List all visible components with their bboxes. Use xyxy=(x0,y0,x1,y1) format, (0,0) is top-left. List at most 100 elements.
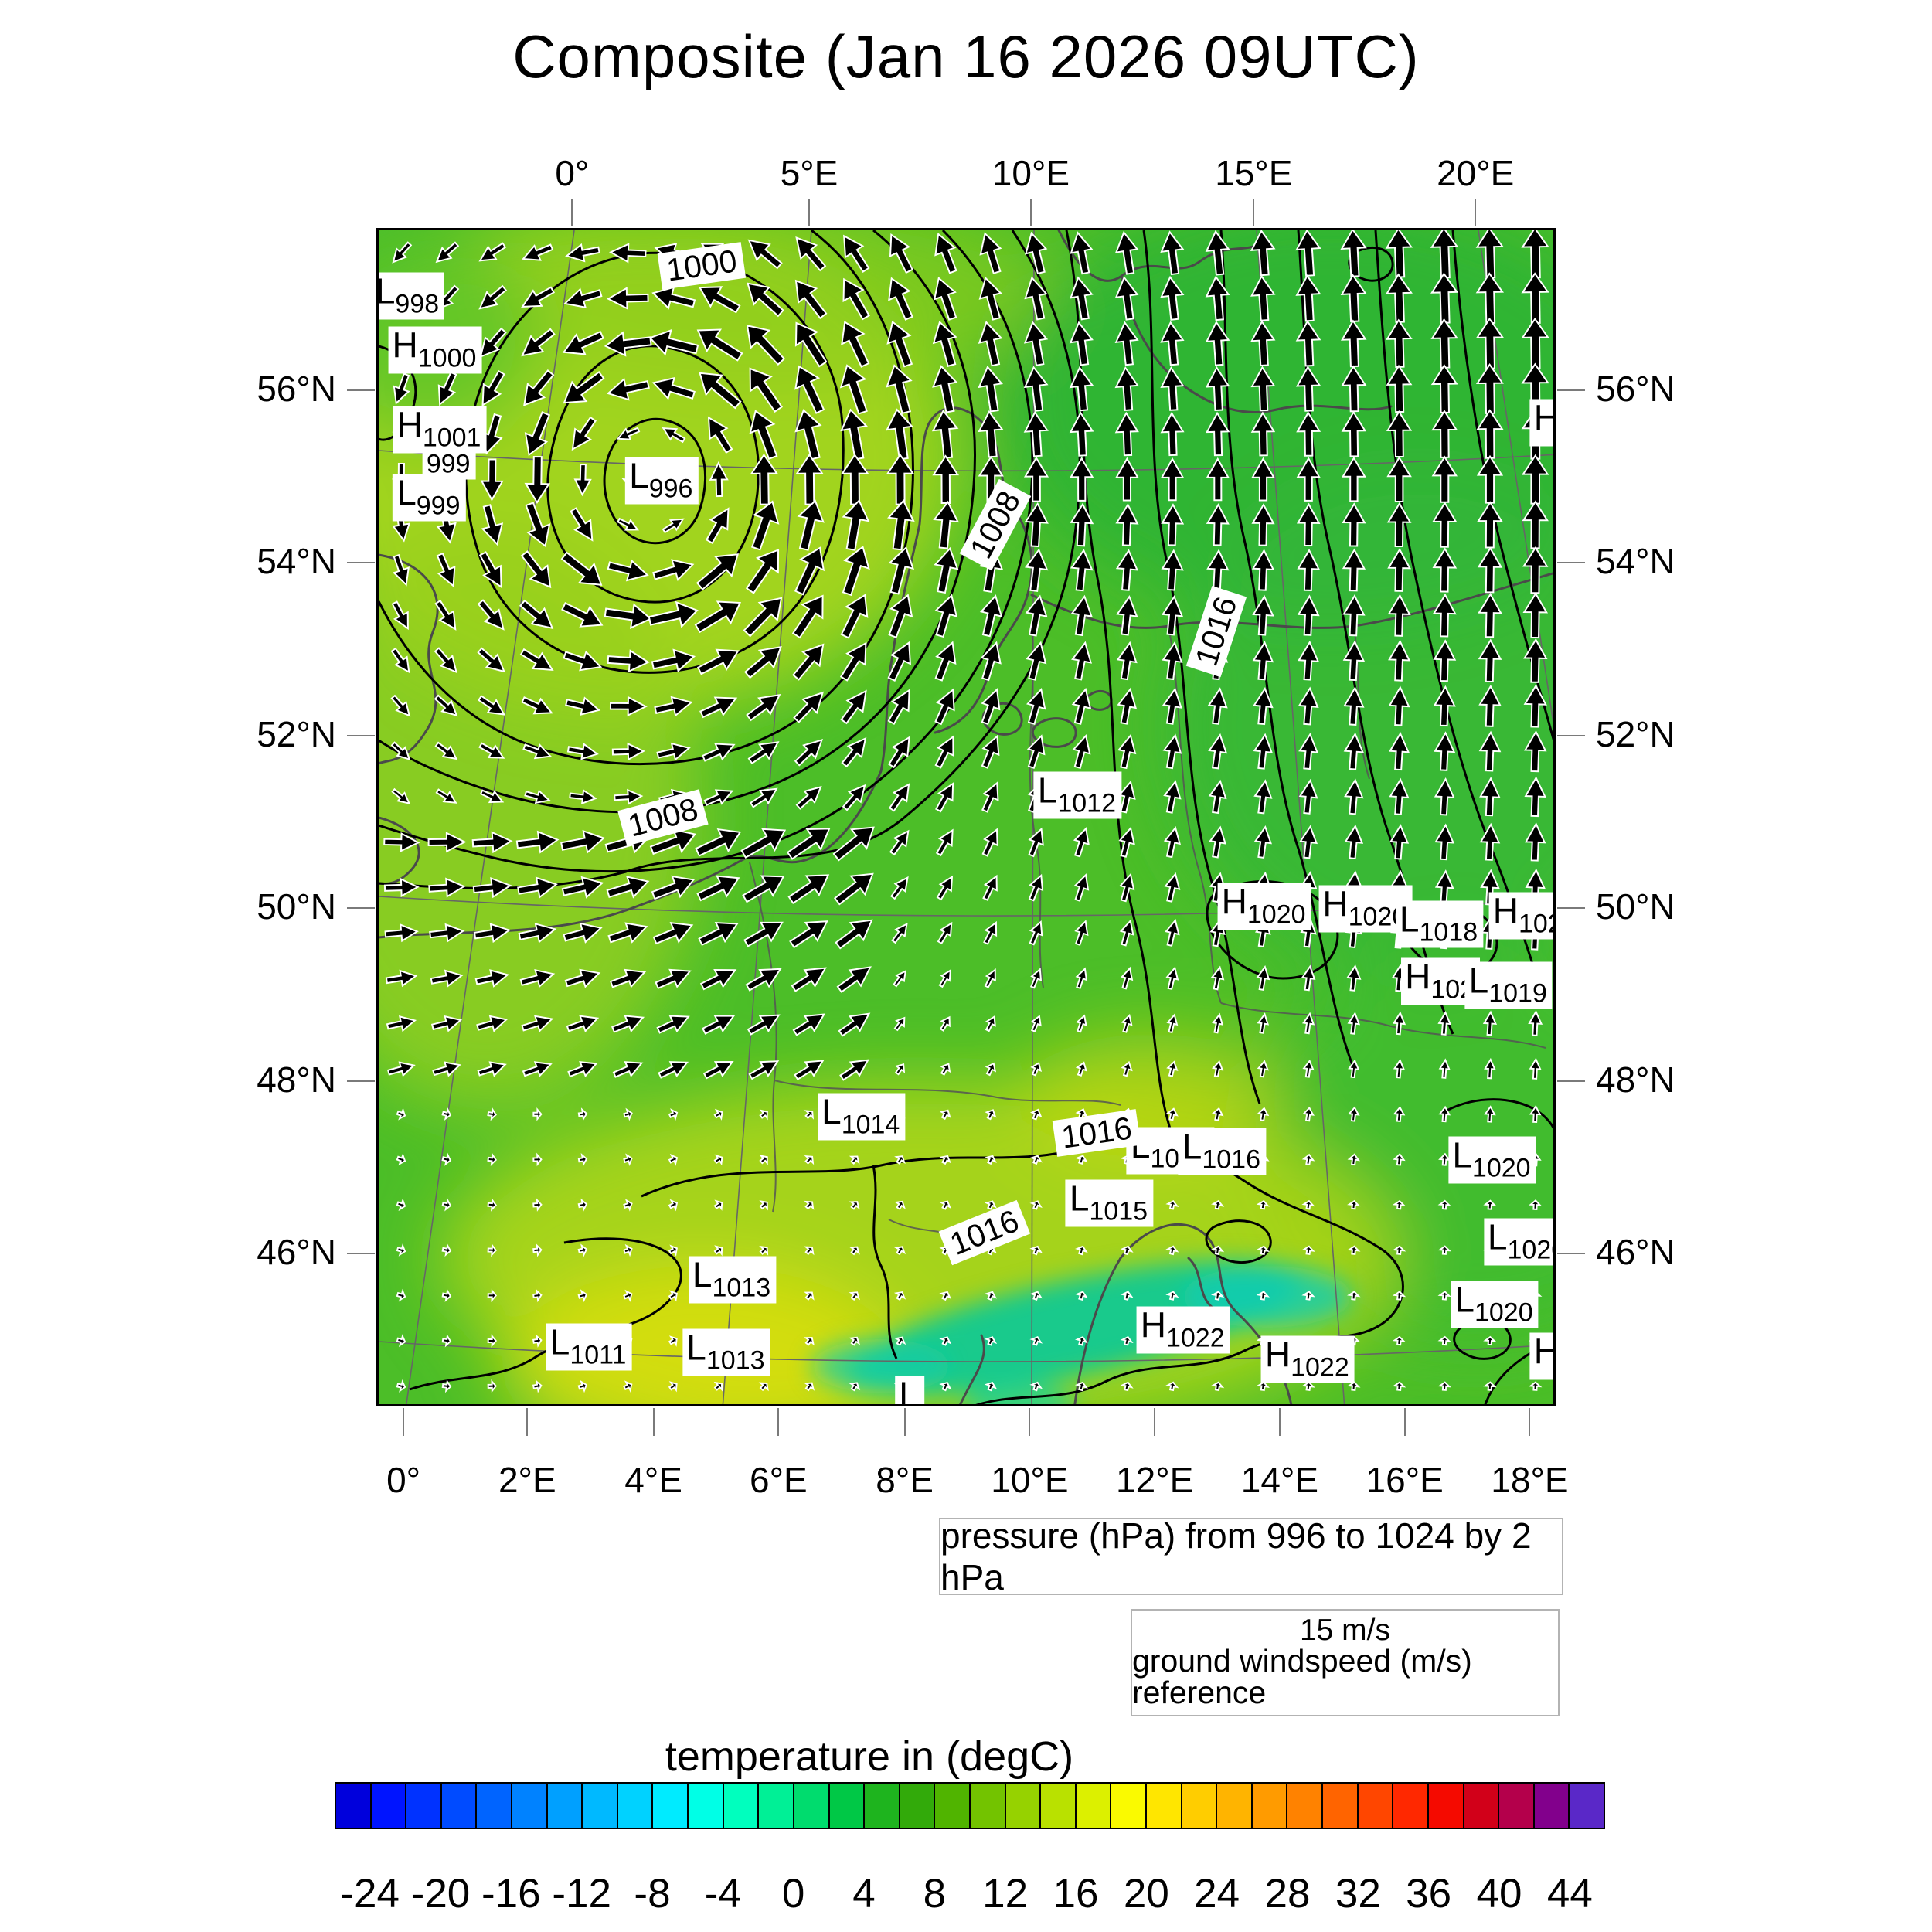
wind-arrow xyxy=(1120,1335,1134,1346)
wind-arrow xyxy=(1438,1105,1451,1123)
left-axis-tick xyxy=(347,735,375,737)
wind-arrow xyxy=(937,921,953,945)
wind-arrow xyxy=(804,1110,815,1120)
wind-arrow xyxy=(1393,1058,1406,1079)
top-axis-label: 5°E xyxy=(780,153,838,193)
wind-arrow xyxy=(709,461,729,498)
wind-arrow xyxy=(1069,321,1094,366)
wind-arrow xyxy=(434,694,458,717)
colorbar-cell xyxy=(1464,1784,1500,1828)
wind-arrow xyxy=(1479,777,1501,817)
wind-arrow xyxy=(1340,230,1367,277)
wind-arrow xyxy=(1343,685,1365,726)
wind-arrow xyxy=(935,782,954,813)
wind-arrow xyxy=(978,365,1004,413)
wind-arrow xyxy=(743,921,784,947)
wind-arrow xyxy=(1524,821,1546,862)
wind-arrow xyxy=(1069,411,1094,457)
wind-arrow xyxy=(604,603,652,629)
colorbar-cell xyxy=(406,1784,442,1828)
wind-arrow xyxy=(1385,273,1413,323)
wind-arrow xyxy=(981,734,1000,769)
wind-arrow xyxy=(383,878,420,898)
wind-arrow xyxy=(652,922,694,945)
wind-arrow xyxy=(1029,920,1043,946)
wind-arrow xyxy=(698,921,739,947)
wind-arrow xyxy=(1205,320,1230,366)
wind-arrow xyxy=(396,1379,406,1393)
wind-arrow xyxy=(1475,272,1505,325)
wind-arrow xyxy=(894,1063,906,1076)
wind-arrow xyxy=(1437,1335,1451,1346)
wind-arrow xyxy=(1072,733,1091,770)
colorbar-tick-label: 28 xyxy=(1264,1871,1311,1917)
wind-arrow xyxy=(1165,1245,1179,1256)
bottom-axis-tick xyxy=(1278,1408,1281,1436)
wind-arrow xyxy=(577,1289,588,1303)
wind-arrow xyxy=(803,1382,815,1392)
wind-arrow xyxy=(1205,230,1230,276)
pressure-center-label: L999 xyxy=(393,474,466,522)
wind-arrow xyxy=(649,828,697,855)
wind-arrow xyxy=(747,741,780,765)
wind-arrow xyxy=(390,694,411,717)
wind-arrow xyxy=(662,518,685,534)
wind-arrow xyxy=(1163,826,1181,859)
wind-arrow xyxy=(1211,1060,1224,1078)
wind-arrow xyxy=(699,372,742,410)
wind-arrow xyxy=(979,232,1002,274)
wind-arrow xyxy=(792,643,825,681)
wind-arrow xyxy=(1023,321,1049,366)
wind-arrow xyxy=(1385,230,1413,278)
wind-arrow xyxy=(1521,230,1549,279)
pressure-caption-box: pressure (hPa) from 996 to 1024 by 2 hPa xyxy=(939,1515,1563,1597)
bottom-axis-tick xyxy=(1403,1408,1406,1436)
colorbar-cell xyxy=(653,1784,689,1828)
wind-arrow xyxy=(746,324,786,366)
wind-arrow xyxy=(652,559,695,581)
wind-arrow xyxy=(1342,594,1366,637)
wind-reference-legend: 15 m/s ground windspeed (m/s) reference xyxy=(1131,1609,1560,1716)
wind-arrow xyxy=(743,645,782,679)
wind-arrow xyxy=(1114,411,1139,457)
wind-arrow xyxy=(887,499,915,551)
bottom-axis-label: 10°E xyxy=(991,1460,1069,1500)
wind-arrow xyxy=(985,1109,997,1121)
wind-arrow xyxy=(1023,366,1049,412)
wind-arrow xyxy=(616,427,641,440)
wind-arrow xyxy=(1478,730,1502,772)
wind-arrow xyxy=(471,831,513,854)
wind-arrow xyxy=(1438,1152,1451,1166)
wind-arrow xyxy=(1476,409,1504,459)
wind-arrow xyxy=(563,371,605,404)
wind-arrow xyxy=(435,788,457,804)
wind-arrow xyxy=(1211,1291,1225,1301)
wind-arrow xyxy=(939,1200,951,1210)
wind-arrow xyxy=(434,741,458,760)
wind-arrow xyxy=(794,409,822,461)
wind-arrow xyxy=(1386,410,1413,458)
wind-arrow xyxy=(1299,825,1318,859)
wind-reference-caption: ground windspeed (m/s) reference xyxy=(1132,1643,1472,1710)
wind-arrow xyxy=(1069,366,1094,412)
colorbar-cell xyxy=(1041,1784,1077,1828)
wind-arrow xyxy=(524,456,551,504)
wind-arrow xyxy=(1026,734,1046,770)
pressure-center-label: L1013 xyxy=(688,1256,777,1304)
wind-arrow xyxy=(1298,686,1319,726)
wind-arrow xyxy=(1295,366,1321,412)
wind-arrow xyxy=(1206,411,1230,457)
wind-arrow xyxy=(932,365,958,413)
wind-arrow xyxy=(524,789,551,804)
wind-arrow xyxy=(524,411,551,457)
wind-arrow xyxy=(1251,457,1275,502)
wind-arrow xyxy=(1253,825,1272,859)
pressure-center-label: L1011 xyxy=(546,1323,632,1371)
wind-arrow xyxy=(888,546,914,595)
wind-arrow xyxy=(1478,685,1502,727)
bottom-axis-label: 8°E xyxy=(876,1460,934,1500)
pressure-center-label: L1019 xyxy=(1464,961,1553,1009)
wind-arrow xyxy=(804,1246,815,1256)
wind-arrow xyxy=(1161,595,1184,636)
wind-arrow xyxy=(979,594,1003,638)
